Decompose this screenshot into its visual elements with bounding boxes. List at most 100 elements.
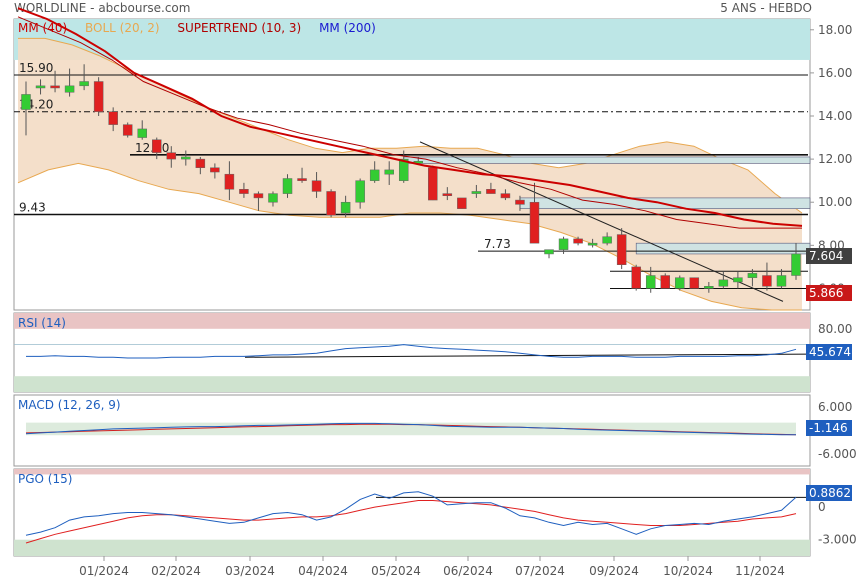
x-tick-label: 03/2024 xyxy=(225,564,275,578)
candle-body xyxy=(733,277,743,283)
x-tick-label: 09/2024 xyxy=(589,564,639,578)
bollinger-lower-line xyxy=(17,162,802,311)
candle-body xyxy=(587,242,598,246)
candle-body xyxy=(442,193,453,197)
rsi-tick-label: 80.00 xyxy=(818,322,852,336)
candle-body xyxy=(355,180,365,203)
pgo-overbought-zone xyxy=(14,469,810,475)
candle-body xyxy=(486,189,496,194)
candle-body xyxy=(340,201,351,214)
candle-body xyxy=(210,167,220,173)
level-label: 9.43 xyxy=(19,201,46,215)
candle-body xyxy=(152,139,162,153)
candle-body xyxy=(718,279,729,287)
candle-body xyxy=(384,169,394,175)
candle-body xyxy=(195,158,206,168)
macd-tick-label: 6.000 xyxy=(818,400,852,414)
candle-body xyxy=(762,275,772,287)
candle-body xyxy=(311,180,322,192)
pgo-title: PGO (15) xyxy=(18,472,73,486)
chart-period[interactable]: 5 ANS - HEBDO xyxy=(720,1,812,15)
candle-body xyxy=(398,158,409,181)
candle-body xyxy=(471,191,482,194)
legend-mm40: MM (40) xyxy=(18,21,68,35)
pgo-oversold-zone xyxy=(14,539,810,556)
candle-body xyxy=(704,286,714,289)
legend-boll: BOLL (20, 2) xyxy=(84,21,160,35)
candle-body xyxy=(529,201,540,244)
y-tick-label: 10.00 xyxy=(818,195,852,209)
chart-title: WORLDLINE - abcbourse.com xyxy=(14,1,191,15)
macd-tick-label: -6.000 xyxy=(818,447,857,461)
pgo-line xyxy=(25,491,797,536)
candle-body xyxy=(428,167,438,201)
macd-value-label: -1.146 xyxy=(806,420,852,436)
candle-body xyxy=(660,275,670,289)
current-price-label: 7.604 xyxy=(806,248,852,264)
candle-body xyxy=(122,124,133,136)
candle-body xyxy=(93,81,104,112)
candle-body xyxy=(326,191,336,216)
y-tick-label: 12.00 xyxy=(818,152,852,166)
resistance-zone xyxy=(14,19,810,60)
rsi-oversold-zone xyxy=(14,376,810,392)
x-tick-label: 07/2024 xyxy=(515,564,565,578)
x-tick-label: 11/2024 xyxy=(735,564,785,578)
candle-body xyxy=(558,238,569,250)
candle-body xyxy=(602,236,612,244)
x-tick-label: 10/2024 xyxy=(663,564,713,578)
mm40-line xyxy=(17,7,803,227)
candle-body xyxy=(64,85,75,93)
support-zone xyxy=(403,156,811,164)
candle-body xyxy=(645,275,656,289)
candle-body xyxy=(776,275,787,287)
candle-body xyxy=(239,189,249,194)
candle-body xyxy=(791,253,801,276)
x-tick-label: 04/2024 xyxy=(298,564,348,578)
rsi-title: RSI (14) xyxy=(18,316,66,330)
candle-body xyxy=(21,94,31,110)
pgo-value-label: 0.8862 xyxy=(806,485,852,501)
stop-price-label: 5.866 xyxy=(806,285,852,301)
level-label: 15.90 xyxy=(19,61,53,75)
legend-supertrend: SUPERTREND (10, 3) xyxy=(177,21,302,35)
pgo-tick-label: -3.000 xyxy=(818,533,857,547)
candle-body xyxy=(79,81,89,87)
x-tick-label: 02/2024 xyxy=(151,564,201,578)
candle-body xyxy=(35,85,46,89)
candle-body xyxy=(689,277,700,289)
candle-body xyxy=(181,156,191,160)
legend-mm200: MM (200) xyxy=(319,21,376,35)
level-label: 7.73 xyxy=(484,237,511,251)
candle-body xyxy=(166,152,177,160)
candle-body xyxy=(457,197,467,209)
x-tick-label: 06/2024 xyxy=(443,564,493,578)
candle-body xyxy=(573,238,583,244)
rsi-value-label: 45.674 xyxy=(806,344,852,360)
candle-body xyxy=(50,85,60,89)
rsi-line xyxy=(26,344,797,359)
candle-body xyxy=(282,178,293,194)
candle-body xyxy=(515,199,525,205)
y-tick-label: 16.00 xyxy=(818,66,852,80)
rsi-trendline xyxy=(244,353,809,358)
candle-body xyxy=(631,266,641,289)
candle-body xyxy=(253,193,264,199)
macd-line xyxy=(25,422,796,436)
candle-body xyxy=(544,249,554,255)
macd-title: MACD (12, 26, 9) xyxy=(18,398,121,412)
x-tick-label: 01/2024 xyxy=(79,564,129,578)
y-tick-label: 18.00 xyxy=(818,23,852,37)
candle-body xyxy=(747,273,758,278)
candle-body xyxy=(224,173,235,190)
downtrend-line xyxy=(419,141,784,302)
candle-body xyxy=(268,193,278,203)
y-tick-label: 14.00 xyxy=(818,109,852,123)
candle-body xyxy=(297,178,307,181)
candle-body xyxy=(675,277,685,289)
candle-body xyxy=(369,169,380,181)
macd-histogram xyxy=(26,422,796,436)
rsi-overbought-zone xyxy=(14,313,810,329)
